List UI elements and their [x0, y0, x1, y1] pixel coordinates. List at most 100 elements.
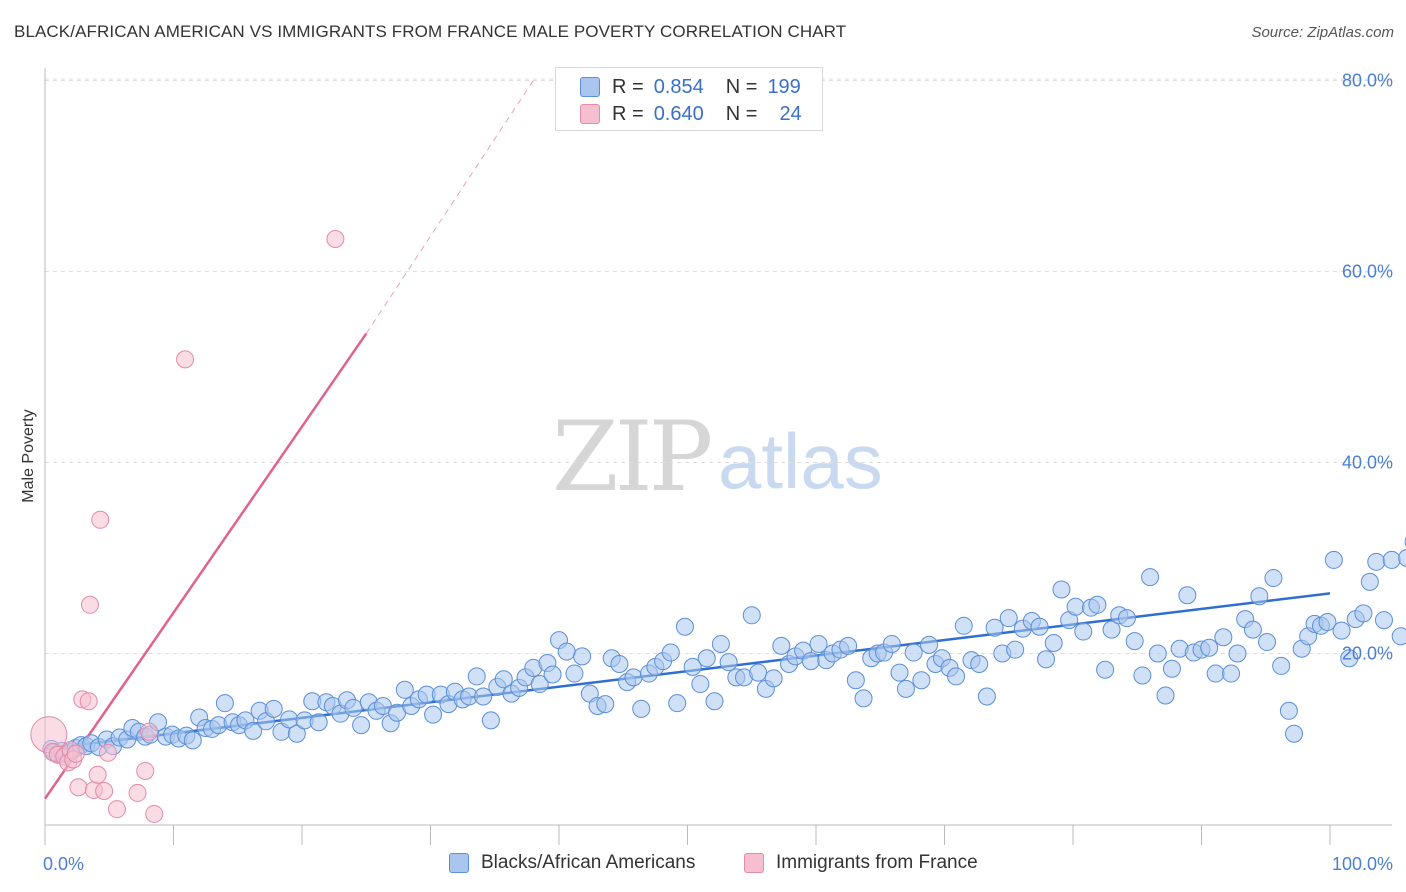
point-blacks — [481, 711, 500, 730]
point-blacks — [683, 657, 702, 676]
point-blacks — [970, 655, 989, 674]
legend-label-blacks: Blacks/African Americans — [481, 852, 696, 873]
point-blacks — [954, 616, 973, 635]
point-blacks — [1367, 552, 1386, 571]
point-blacks — [573, 647, 592, 666]
point-blacks — [1374, 611, 1393, 630]
legend-row-blue: R = 0.854 N = 199 — [580, 74, 801, 100]
point-france — [88, 765, 107, 784]
point-france — [98, 743, 117, 762]
point-blacks — [596, 695, 615, 714]
point-blacks — [947, 667, 966, 686]
point-blacks — [1285, 724, 1304, 743]
series-legend: Blacks/African Americans Immigrants from… — [0, 852, 1406, 878]
point-blacks — [543, 665, 562, 684]
point-blacks — [890, 663, 909, 682]
point-blacks — [632, 699, 651, 718]
point-blacks — [494, 670, 513, 689]
point-blacks — [896, 679, 915, 698]
y-tick-label: 20.0% — [1342, 644, 1393, 664]
point-blacks — [1243, 620, 1262, 639]
point-blacks — [1125, 632, 1144, 651]
point-blacks — [809, 634, 828, 653]
point-blacks — [1141, 568, 1160, 587]
point-blacks — [395, 680, 414, 699]
point-blacks — [1214, 628, 1233, 647]
point-blacks — [215, 694, 234, 713]
point-blacks — [1206, 664, 1225, 683]
point-france — [145, 804, 164, 823]
point-blacks — [839, 636, 858, 655]
point-blacks — [801, 652, 820, 671]
point-blacks — [1258, 633, 1277, 652]
point-blacks — [1324, 550, 1343, 569]
point-blacks — [1272, 656, 1291, 675]
legend-r-value: 0.640 — [653, 102, 704, 125]
trendline-france-extension — [365, 80, 534, 334]
point-france — [140, 722, 159, 741]
point-blacks — [1148, 644, 1167, 663]
point-blacks — [1037, 650, 1056, 669]
point-blacks — [705, 692, 724, 711]
point-blacks — [244, 721, 263, 740]
point-france — [326, 230, 345, 249]
point-blacks — [1398, 549, 1406, 567]
watermark: ZIP atlas — [552, 401, 883, 513]
point-blacks — [467, 667, 486, 686]
point-france — [95, 782, 114, 801]
point-blacks — [1228, 644, 1247, 663]
scatter-points — [30, 230, 1406, 823]
legend-swatch-pink — [744, 853, 764, 873]
point-blacks — [264, 699, 283, 718]
point-blacks — [1382, 550, 1401, 569]
legend-item-france: Immigrants from France — [744, 852, 978, 874]
point-blacks — [1074, 622, 1093, 641]
point-blacks — [287, 724, 306, 743]
point-blacks — [352, 716, 371, 735]
point-blacks — [1044, 633, 1063, 652]
point-blacks — [661, 643, 680, 662]
point-blacks — [742, 606, 761, 625]
point-blacks — [1279, 701, 1298, 720]
legend-n-value: 199 — [767, 75, 801, 98]
point-blacks — [912, 671, 931, 690]
point-blacks — [1250, 587, 1269, 606]
y-tick-label: 40.0% — [1342, 453, 1393, 473]
point-blacks — [999, 609, 1018, 628]
point-blacks — [1117, 609, 1136, 628]
point-blacks — [1178, 586, 1197, 605]
x-tick-label: 100.0% — [1332, 854, 1393, 874]
point-france — [128, 783, 147, 802]
point-france — [66, 744, 85, 763]
point-blacks — [344, 698, 363, 717]
point-blacks — [1006, 640, 1025, 659]
point-blacks — [711, 634, 730, 653]
point-blacks — [1133, 666, 1152, 685]
point-blacks — [697, 649, 716, 668]
legend-label-france: Immigrants from France — [776, 852, 978, 873]
point-blacks — [1318, 612, 1337, 631]
y-axis-label: Male Poverty — [20, 409, 37, 502]
point-france — [107, 800, 126, 819]
point-blacks — [764, 669, 783, 688]
trendline-france — [43, 332, 368, 800]
point-blacks — [474, 687, 493, 706]
point-blacks — [624, 668, 643, 687]
legend-n-label: N = — [725, 102, 758, 125]
point-blacks — [904, 643, 923, 662]
point-france — [91, 510, 110, 529]
point-blacks — [1088, 595, 1107, 614]
legend-n-label: N = — [725, 75, 758, 98]
legend-item-blacks: Blacks/African Americans — [449, 852, 695, 874]
point-blacks — [530, 675, 549, 694]
watermark-atlas: atlas — [718, 417, 883, 505]
point-blacks — [309, 713, 328, 732]
point-blacks — [557, 642, 576, 661]
point-blacks — [691, 675, 710, 694]
x-tick-label: 0.0% — [43, 854, 84, 874]
point-blacks — [1222, 664, 1241, 683]
point-blacks — [1052, 580, 1071, 599]
axes — [44, 68, 1392, 845]
point-blacks — [1391, 627, 1406, 646]
